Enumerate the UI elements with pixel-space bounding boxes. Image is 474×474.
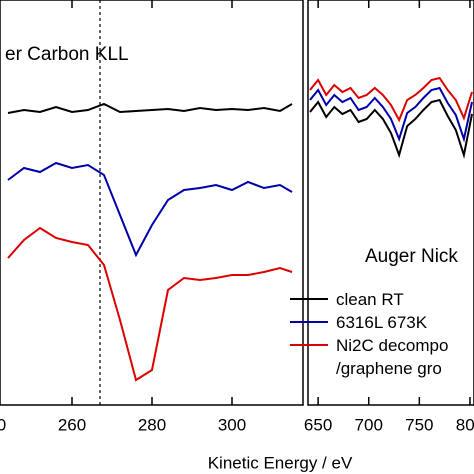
series-line (7, 102, 293, 114)
x-tick-label: 700 (355, 415, 383, 434)
legend-label: 6316L 673K (336, 313, 428, 332)
series-group (309, 76, 473, 159)
x-tick-label: 800 (456, 415, 474, 434)
x-tick-label: 280 (138, 415, 166, 434)
x-tick-label: 650 (304, 415, 332, 434)
legend-label: clean RT (336, 290, 404, 309)
series-line (309, 98, 473, 159)
x-tick-label: 260 (58, 415, 86, 434)
series-line (309, 76, 473, 123)
legend-swatch (290, 344, 328, 346)
x-tick-label: 300 (218, 415, 246, 434)
legend-entry: clean RT (290, 288, 448, 311)
x-tick-label: 240 (0, 415, 6, 434)
legend-swatch (290, 321, 328, 323)
series-line (7, 226, 293, 382)
plot-frame (307, 0, 474, 406)
x-axis-title: Kinetic Energy / eV (208, 453, 353, 472)
legend-entry: 6316L 673K (290, 311, 448, 334)
series-group (7, 102, 293, 382)
x-tick-label: 750 (405, 415, 433, 434)
legend: clean RT 6316L 673K Ni2C decompo /graphene… (290, 288, 448, 380)
legend-label: Ni2C decompo /graphene gro (336, 336, 449, 378)
annotation: er Carbon KLL (5, 44, 129, 65)
series-line (7, 161, 293, 258)
series-line (309, 86, 473, 143)
legend-swatch (290, 298, 328, 300)
legend-entry: Ni2C decompo /graphene gro (290, 334, 448, 380)
annotation: Auger Nick (365, 246, 458, 267)
